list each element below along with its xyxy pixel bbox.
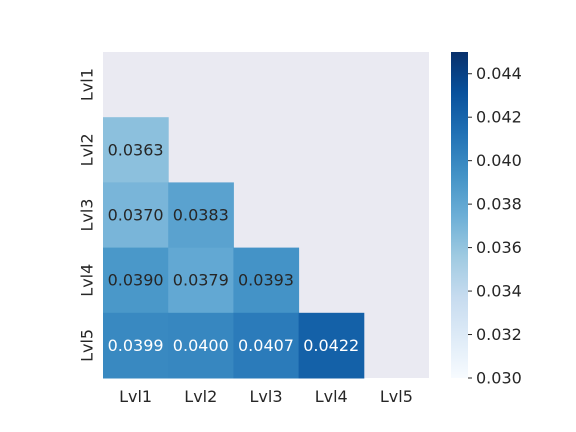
- colorbar-tick-labels: 0.030 0.032 0.034 0.036 0.038 0.040 0.042 0.044: [468, 64, 522, 388]
- y-axis-tick-labels: Lvl1 Lvl2 Lvl3 Lvl4 Lvl5: [78, 68, 97, 362]
- x-tick-label: Lvl2: [184, 387, 217, 406]
- heatmap-cell-label: 0.0400: [173, 336, 229, 355]
- x-tick-label: Lvl4: [315, 387, 348, 406]
- y-tick-label: Lvl4: [78, 264, 97, 297]
- heatmap-cell-label: 0.0407: [238, 336, 294, 355]
- x-tick-label: Lvl1: [119, 387, 152, 406]
- y-tick-label: Lvl2: [78, 133, 97, 166]
- heatmap-cell-label: 0.0383: [173, 206, 229, 225]
- heatmap-cell: [233, 312, 300, 379]
- heatmap-cell-label: 0.0393: [238, 271, 294, 290]
- heatmap-cell: [168, 247, 234, 314]
- heatmap-cell: [103, 182, 169, 249]
- heatmap-cell: [233, 247, 300, 314]
- colorbar-tick-label: 0.038: [476, 195, 522, 214]
- heatmap-cell-label: 0.0422: [303, 336, 359, 355]
- heatmap-cell-label: 0.0399: [108, 336, 164, 355]
- x-axis-tick-labels: Lvl1 Lvl2 Lvl3 Lvl4 Lvl5: [119, 387, 413, 406]
- heatmap-cell: [168, 312, 234, 379]
- x-tick-label: Lvl3: [249, 387, 282, 406]
- colorbar-tick-label: 0.030: [476, 369, 522, 388]
- heatmap-cell-label: 0.0390: [108, 271, 164, 290]
- heatmap-cell: [103, 247, 169, 314]
- heatmap-cell: [103, 117, 169, 183]
- colorbar-tick-label: 0.032: [476, 325, 522, 344]
- heatmap-cell-label: 0.0379: [173, 271, 229, 290]
- colorbar-tick-label: 0.034: [476, 282, 522, 301]
- y-tick-label: Lvl3: [78, 198, 97, 231]
- colorbar-tick-label: 0.040: [476, 151, 522, 170]
- colorbar: [451, 52, 468, 378]
- heatmap-cells: [103, 117, 365, 379]
- heatmap-cell-label: 0.0370: [108, 206, 164, 225]
- y-tick-label: Lvl1: [78, 68, 97, 101]
- colorbar-tick-label: 0.036: [476, 238, 522, 257]
- colorbar-tick-label: 0.044: [476, 64, 522, 83]
- heatmap-cell: [103, 312, 169, 379]
- heatmap-cell-labels: 0.0363 0.0370 0.0383 0.0390 0.0379 0.0393 0.03…: [108, 140, 360, 355]
- heatmap-cell-label: 0.0363: [108, 140, 164, 159]
- heatmap-cell: [298, 312, 365, 379]
- y-tick-label: Lvl5: [78, 329, 97, 362]
- colorbar-tick-label: 0.042: [476, 108, 522, 127]
- heatmap-cell: [168, 182, 234, 249]
- x-tick-label: Lvl5: [380, 387, 413, 406]
